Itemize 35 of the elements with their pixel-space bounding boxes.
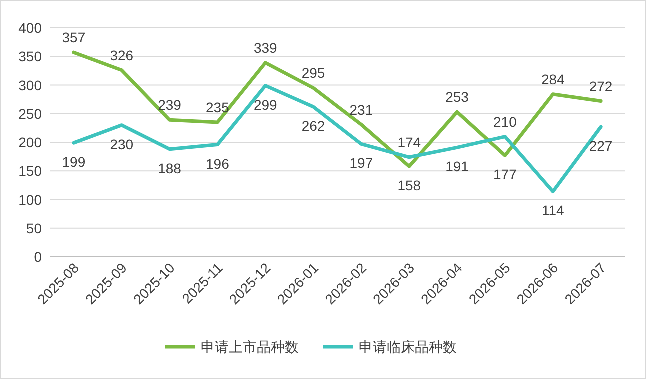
data-label: 197 [350, 155, 374, 172]
data-label: 210 [494, 114, 518, 130]
data-label: 299 [254, 96, 278, 113]
data-label: 231 [350, 102, 374, 118]
data-label: 295 [302, 65, 326, 82]
legend-label: 申请上市品种数 [201, 339, 299, 355]
data-label: 191 [446, 158, 470, 175]
data-label: 188 [158, 160, 182, 176]
data-label: 326 [110, 47, 134, 64]
data-label: 284 [541, 71, 566, 88]
y-tick-label: 0 [34, 249, 42, 265]
data-label: 196 [206, 156, 230, 172]
data-label: 339 [254, 40, 278, 56]
data-label: 235 [206, 99, 230, 116]
data-label: 199 [62, 154, 86, 170]
data-label: 253 [446, 89, 470, 106]
y-tick-label: 300 [18, 77, 42, 94]
y-tick-label: 200 [18, 134, 42, 150]
data-label: 357 [62, 30, 86, 46]
data-label: 158 [398, 178, 422, 194]
data-label: 230 [110, 136, 134, 152]
y-tick-label: 150 [18, 163, 42, 180]
y-tick-label: 50 [26, 220, 42, 236]
y-tick-label: 100 [18, 192, 42, 208]
data-label: 262 [302, 118, 326, 134]
data-label: 272 [589, 78, 613, 94]
data-label: 114 [542, 202, 564, 219]
data-label: 239 [158, 97, 182, 114]
legend-label: 申请临床品种数 [359, 339, 457, 355]
y-tick-label: 250 [18, 106, 42, 122]
data-label: 227 [589, 138, 613, 154]
y-tick-label: 400 [18, 20, 42, 36]
y-tick-label: 350 [18, 48, 42, 65]
data-label: 177 [494, 166, 518, 183]
data-label: 174 [398, 134, 422, 150]
